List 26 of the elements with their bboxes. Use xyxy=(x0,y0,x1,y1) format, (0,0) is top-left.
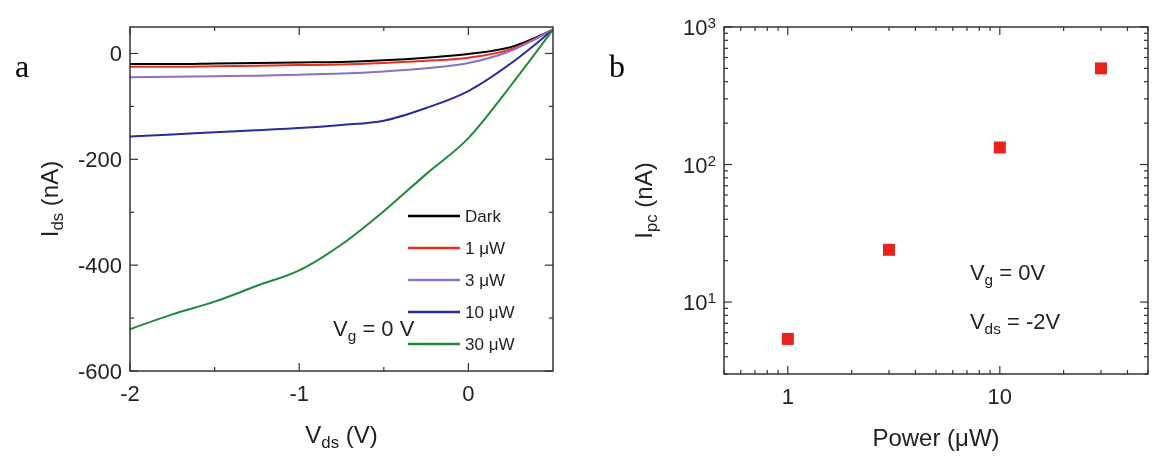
x-axis-title: Power (μW) xyxy=(872,424,1000,451)
y-tick-label: -200 xyxy=(77,147,122,173)
y-tick-label: 10$^{3}$ xyxy=(682,14,716,40)
x-tick-label: 1 xyxy=(781,384,794,409)
annotation: V$_{ds}$ = -2V xyxy=(969,308,1061,337)
x-tick-label: 10 xyxy=(987,384,1013,409)
y-tick-label: 10$^{1}$ xyxy=(682,289,716,316)
y-tick-label: -600 xyxy=(77,359,122,384)
y-tick-label: 10$^{2}$ xyxy=(682,151,716,178)
legend-label: 1 μW xyxy=(465,239,506,258)
text: a xyxy=(15,48,30,84)
legend-label: Dark xyxy=(465,207,502,226)
annotation: V$_{g}$ = 0 V xyxy=(333,316,415,344)
legend-label: 30 μW xyxy=(465,335,515,354)
line-series xyxy=(130,28,553,138)
x-tick-label: 0 xyxy=(462,381,475,406)
legend-label: 3 μW xyxy=(465,271,506,290)
x-axis-title: V$_{ds}$ (V) xyxy=(305,421,378,453)
annotation: V$_{g}$ = 0V xyxy=(969,260,1046,288)
y-tick-label: 0 xyxy=(109,41,122,67)
legend-label: 10 μW xyxy=(465,303,515,322)
y-tick-label: -400 xyxy=(77,253,122,279)
text: b xyxy=(609,48,625,84)
line-series xyxy=(130,28,553,79)
x-tick-label: -2 xyxy=(120,381,140,406)
x-tick-label: -1 xyxy=(289,381,309,406)
